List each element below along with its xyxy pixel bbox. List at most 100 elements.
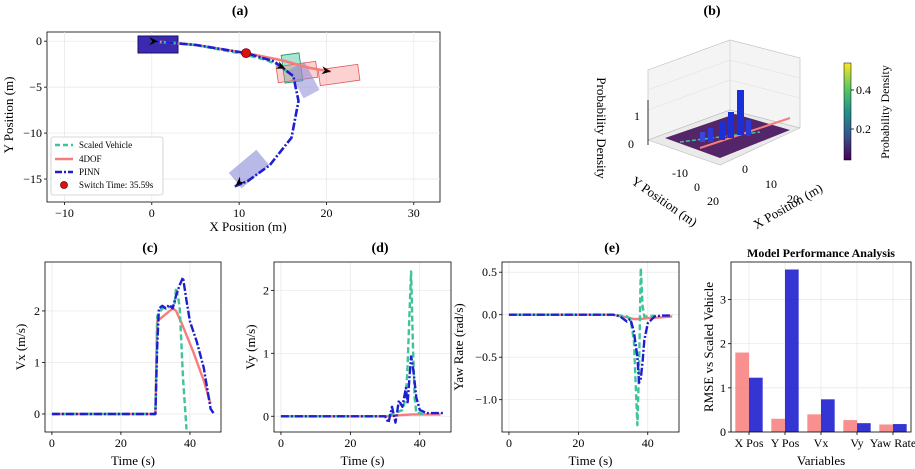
x-tick-label: 0 bbox=[278, 436, 284, 450]
bar-pinn-vy bbox=[857, 423, 871, 432]
x-tick-label: 0 bbox=[49, 436, 55, 450]
panel-a-frame bbox=[46, 31, 441, 203]
density-spike bbox=[746, 120, 751, 136]
y-tick-label: 0 bbox=[263, 409, 269, 423]
surface-4dof-path bbox=[699, 117, 791, 149]
panel-b-grid-line bbox=[729, 59, 801, 79]
x-tick-label: 20 bbox=[344, 436, 356, 450]
y-tick-label: 0.0 bbox=[482, 308, 497, 322]
panel-d-xlabel: Time (s) bbox=[341, 453, 385, 468]
colorbar-tick-0.4: 0.4 bbox=[856, 83, 871, 97]
y-tick-label: 0 bbox=[720, 425, 726, 439]
pinn-footprint-2 bbox=[228, 149, 270, 189]
y-tick-label: 0 bbox=[34, 407, 40, 421]
y-tick-label: 3 bbox=[720, 293, 726, 307]
y-tick-label: 2 bbox=[720, 337, 726, 351]
panel-d-ylabel: Vy (m/s) bbox=[243, 324, 258, 369]
y-tick-label: 2 bbox=[34, 304, 40, 318]
series-scaled-vehicle bbox=[508, 266, 655, 427]
panel-b-ytick-1: 0 bbox=[694, 180, 700, 194]
y-tick-label: −5 bbox=[29, 80, 42, 94]
panel-d-title: (d) bbox=[371, 241, 388, 256]
bar-pinn-x-pos bbox=[749, 377, 763, 432]
x-tick-label: 10 bbox=[233, 206, 245, 220]
y-tick-label: 2 bbox=[263, 283, 269, 297]
density-spike bbox=[719, 122, 725, 140]
series-pinn bbox=[51, 276, 216, 416]
panel-e: 0 20 40 0.5 0.0 −0.5 −1.0 (e) Time (s) Yaw Rate (… bbox=[451, 241, 680, 468]
scaled-end-arrow bbox=[275, 61, 286, 69]
panel-b-xtick-2: 20 bbox=[787, 192, 799, 206]
legend-switch-label: Switch Time: 35.59s bbox=[79, 180, 154, 190]
y-tick-label: 1 bbox=[720, 381, 726, 395]
panel-a-xlabel: X Position (m) bbox=[209, 219, 286, 234]
panel-b-grid-line bbox=[729, 79, 801, 99]
bar-4dof-y-pos bbox=[771, 418, 785, 432]
series-pinn bbox=[280, 355, 445, 424]
panel-d: 0 20 40 0 1 2 (d) Time (s) Vy (m/s) bbox=[243, 241, 452, 468]
series-pinn bbox=[508, 313, 673, 384]
panel-c-ylabel: Vx (m/s) bbox=[13, 324, 28, 371]
y-tick-label: −0.5 bbox=[475, 350, 497, 364]
x-tick-label: 40 bbox=[414, 436, 426, 450]
y-tick-label: 1 bbox=[263, 346, 269, 360]
panel-a-legend: Scaled Vehicle 4DOF PINN Switch Time: 35… bbox=[50, 136, 164, 196]
x-tick-label: 20 bbox=[115, 436, 127, 450]
colorbar-label: Probability Density bbox=[878, 65, 892, 159]
x-tick-label: Yaw Rate bbox=[870, 436, 915, 450]
x-tick-label: −10 bbox=[55, 206, 74, 220]
panel-a-ylabel: Y Position (m) bbox=[1, 77, 16, 154]
y-tick-label: 0.5 bbox=[482, 265, 497, 279]
panel-e-title: (e) bbox=[604, 241, 620, 256]
y-tick-label: −1.0 bbox=[475, 393, 497, 407]
y-tick-label: −15 bbox=[23, 172, 42, 186]
panel-c: 0 20 40 0 1 2 (c) Time (s) Vx (m/s) bbox=[13, 241, 222, 468]
y-tick-label: −10 bbox=[23, 126, 42, 140]
density-spike bbox=[708, 128, 713, 142]
bar-4dof-vx bbox=[807, 414, 821, 432]
probability-surface bbox=[665, 114, 790, 158]
bar-pinn-y-pos bbox=[785, 269, 799, 432]
x-tick-label: 40 bbox=[642, 436, 654, 450]
panel-c-xlabel: Time (s) bbox=[111, 453, 155, 468]
x-tick-label: 20 bbox=[320, 206, 332, 220]
panel-f-title: Model Performance Analysis bbox=[747, 246, 895, 260]
series-4dof bbox=[508, 313, 673, 321]
trajectory-pinn bbox=[151, 39, 300, 188]
density-spike bbox=[700, 132, 705, 142]
panel-b-ylabel: Y Position (m) bbox=[629, 173, 701, 229]
panel-b-ztick-1: 1 bbox=[634, 109, 640, 123]
axes-frame bbox=[501, 261, 680, 433]
panel-b-ytick-0: -10 bbox=[672, 166, 688, 180]
series-4dof bbox=[51, 307, 212, 416]
y-tick-label: 0 bbox=[36, 34, 42, 48]
panel-f-xlabel: Variables bbox=[797, 453, 845, 468]
x-tick-label: X Pos bbox=[734, 436, 763, 450]
start-arrow bbox=[149, 37, 159, 46]
panel-a: (a) X Position (m) Y Position (m) Scaled… bbox=[1, 4, 441, 234]
axes-frame bbox=[273, 261, 452, 433]
x-tick-label: Vy bbox=[850, 436, 863, 450]
x-tick-label: 40 bbox=[184, 436, 196, 450]
panel-b-xlabel: X Position (m) bbox=[751, 180, 825, 232]
axes-frame bbox=[730, 261, 912, 433]
dof4-end-arrow bbox=[321, 66, 331, 75]
trajectory-4dof bbox=[151, 39, 332, 73]
panel-b: (b) 1 0 Probability Density -10 0 20 0 bbox=[594, 4, 892, 232]
x-tick-label: 0 bbox=[149, 206, 155, 220]
switch-point-marker bbox=[241, 48, 252, 59]
panel-c-title: (c) bbox=[142, 241, 158, 256]
x-tick-label: Vx bbox=[814, 436, 829, 450]
panel-b-grid-line bbox=[647, 59, 731, 91]
axes-frame bbox=[44, 261, 222, 433]
panel-b-title: (b) bbox=[703, 4, 720, 19]
dof4-footprint-2 bbox=[317, 63, 361, 87]
panel-b-zlabel: Probability Density bbox=[594, 77, 609, 179]
bar-pinn-vx bbox=[821, 399, 835, 432]
colorbar bbox=[843, 62, 852, 161]
panel-b-grid-line bbox=[647, 79, 731, 111]
start-vehicle-footprint bbox=[137, 35, 179, 54]
bar-4dof-x-pos bbox=[735, 352, 749, 432]
pinn-footprint-1 bbox=[288, 61, 320, 99]
panel-b-ztick-0: 0 bbox=[628, 137, 634, 151]
